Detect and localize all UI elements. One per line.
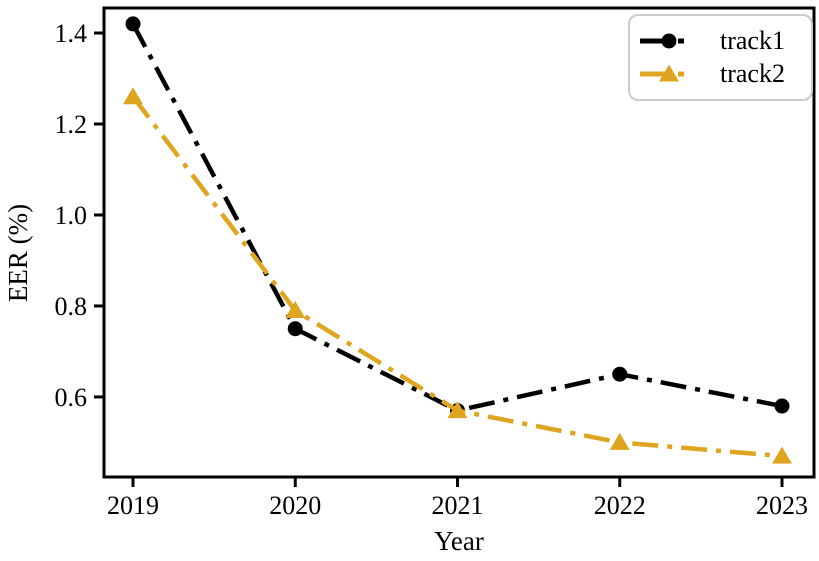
legend-key-track1-dashdot-circle-icon [640,33,704,49]
y-axis-title: EER (%) [3,204,33,302]
y-axis-tick-label: 1.4 [55,19,88,48]
legend-label-track1: track1 [720,25,785,55]
marker-track1-2022 [612,366,628,382]
marker-track2-2023 [772,446,792,464]
legend-item-track1: track1 [638,25,803,55]
x-axis-tick-label: 2022 [594,491,646,520]
legend-label-track2: track2 [720,59,785,89]
marker-track2-2021 [447,401,468,419]
x-axis-tick-label: 2023 [756,491,808,520]
legend: track1 track2 [628,14,813,101]
x-axis-tick-label: 2020 [269,491,321,520]
marker-track1-2020 [287,321,303,337]
x-axis-tick-label: 2021 [432,491,484,520]
legend-key-marker [661,33,677,49]
y-axis-tick-label: 0.8 [55,292,88,321]
x-axis-title: Year [434,526,484,556]
y-axis-tick-label: 1.2 [55,110,88,139]
marker-track2-2022 [609,432,630,450]
legend-item-track2: track2 [638,61,803,87]
legend-key-track2-dashdot-triangle-icon [640,64,704,82]
axis-tick-labels: 2019 2020 2021 2022 2023 0.6 0.8 1.0 1.2 1.4 [55,19,809,520]
marker-track1-2023 [774,398,790,414]
x-axis-tick-label: 2019 [107,491,159,520]
marker-track1-2019 [125,16,141,32]
y-axis-tick-label: 0.6 [55,383,88,412]
marker-track2-2020 [285,301,306,319]
legend-key-marker [659,64,679,82]
series-group [123,16,792,464]
y-axis-tick-label: 1.0 [55,201,88,230]
marker-track2-2019 [123,87,143,105]
axis-ticks [94,31,784,487]
